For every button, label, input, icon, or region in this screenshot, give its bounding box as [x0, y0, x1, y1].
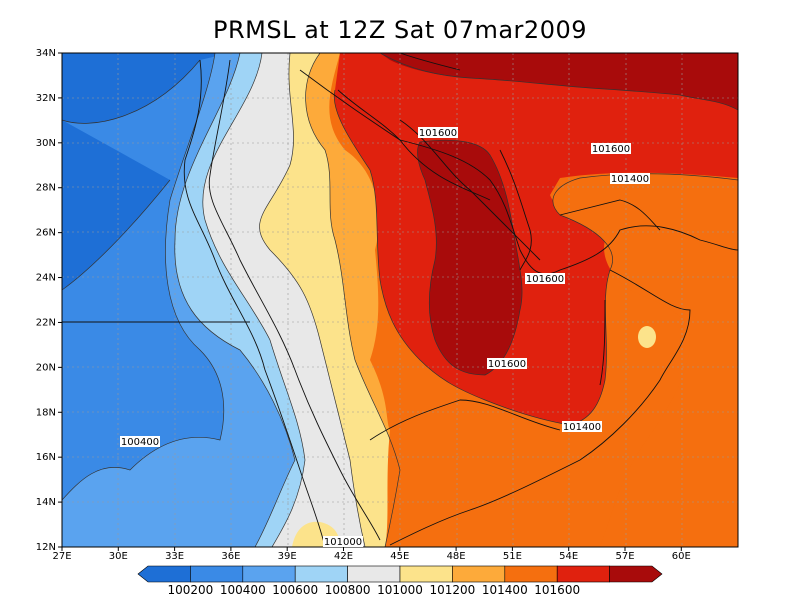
yellow-island — [638, 326, 656, 348]
y-tick-label: 24N — [36, 273, 56, 284]
contour-label-bg — [591, 143, 631, 154]
colorbar-swatch — [504, 565, 558, 583]
colorbar: 100200 100400 100600 100800 101000 101200 1014… — [137, 565, 663, 597]
colorbar-swatch — [242, 565, 296, 583]
x-tick-label: 60E — [672, 551, 691, 562]
contour-label: 101600 — [526, 274, 564, 285]
colorbar-swatch — [452, 565, 506, 583]
contour-label-bg — [525, 273, 565, 284]
x-tick-label: 27E — [52, 551, 71, 562]
y-tick-label: 20N — [36, 362, 56, 373]
colorbar-label: 100800 — [325, 583, 371, 597]
colorbar-swatch — [190, 565, 244, 583]
contour-label: 101400 — [563, 422, 601, 433]
grid — [62, 53, 738, 547]
colorbar-label: 100200 — [167, 583, 213, 597]
colorbar-swatch — [609, 565, 663, 583]
y-tick-label: 30N — [36, 138, 56, 149]
y-axis-ticks: 12N 14N 16N 18N 20N 22N 24N 26N 28N 30N 32N 34N — [36, 48, 62, 553]
y-tick-label: 32N — [36, 93, 56, 104]
x-tick-label: 30E — [109, 551, 128, 562]
y-tick-label: 16N — [36, 452, 56, 463]
band-top-dark — [380, 53, 738, 110]
contour-label: 101600 — [419, 128, 457, 139]
y-tick-label: 18N — [36, 407, 56, 418]
colorbar-label: 101400 — [482, 583, 528, 597]
x-tick-label: 45E — [390, 551, 409, 562]
y-tick-label: 14N — [36, 497, 56, 508]
contour-label-bg — [487, 358, 527, 369]
colorbar-swatch — [347, 565, 401, 583]
colorbar-label: 101000 — [377, 583, 423, 597]
contour-label-bg — [418, 127, 458, 138]
coastlines — [62, 53, 738, 547]
colorbar-label: 100400 — [220, 583, 266, 597]
colorbar-label: 101200 — [429, 583, 475, 597]
y-tick-label: 34N — [36, 48, 56, 59]
y-tick-label: 22N — [36, 317, 56, 328]
y-tick-label: 26N — [36, 228, 56, 239]
contour-label: 101600 — [488, 359, 526, 370]
contour-label: 101400 — [611, 174, 649, 185]
contour-label-bg — [610, 173, 650, 184]
band-central-dark — [417, 140, 523, 375]
contour-label: 100400 — [121, 437, 159, 448]
contour-label-bg — [562, 421, 602, 432]
contour-labels: 101600 101600 101400 101600 101600 101400 1004… — [120, 127, 650, 548]
map-title: PRMSL at 12Z Sat 07mar2009 — [213, 16, 587, 44]
colorbar-swatch — [294, 565, 348, 583]
contour-label: 101600 — [592, 144, 630, 155]
band-east-orange — [550, 172, 738, 547]
x-tick-label: 54E — [559, 551, 578, 562]
colorbar-label: 101600 — [534, 583, 580, 597]
colorbar-swatch — [556, 565, 610, 583]
x-tick-label: 36E — [221, 551, 240, 562]
x-tick-label: 48E — [447, 551, 466, 562]
contour-label-bg — [120, 436, 160, 447]
x-tick-label: 39E — [278, 551, 297, 562]
x-axis-ticks: 27E 30E 33E 36E 39E 42E 45E 48E 51E 54E 57E 60E — [52, 547, 691, 562]
colorbar-swatch — [137, 565, 191, 583]
x-tick-label: 42E — [334, 551, 353, 562]
contour-label-bg — [323, 536, 363, 547]
colorbar-swatch — [399, 565, 453, 583]
y-tick-label: 12N — [36, 542, 56, 553]
x-tick-label: 57E — [615, 551, 634, 562]
x-tick-label: 33E — [165, 551, 184, 562]
x-tick-label: 51E — [503, 551, 522, 562]
colorbar-label: 100600 — [272, 583, 318, 597]
y-tick-label: 28N — [36, 183, 56, 194]
contour-label: 101000 — [324, 537, 362, 548]
